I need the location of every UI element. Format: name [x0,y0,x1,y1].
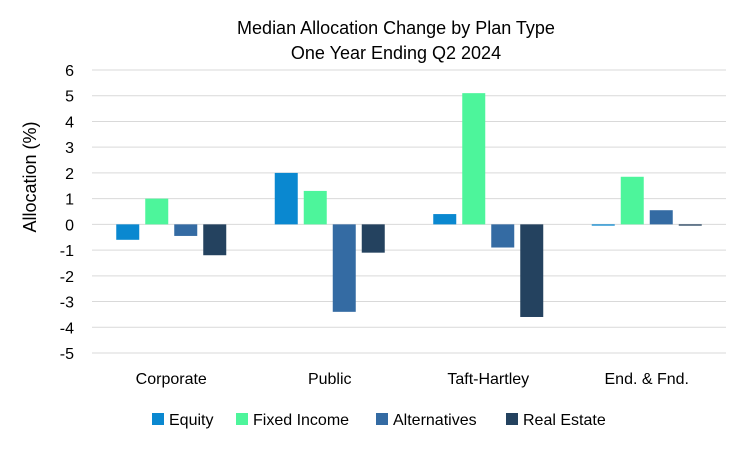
y-tick-label: -2 [60,269,74,286]
x-category-label: Taft-Hartley [447,371,529,388]
bar-equity-corporate [116,224,140,240]
legend-label: Equity [169,412,213,429]
y-tick-label: -4 [60,320,74,337]
y-tick-label: 2 [65,166,74,183]
legend-label: Real Estate [523,412,606,429]
x-category-label: End. & Fnd. [605,371,690,388]
legend-swatch [236,413,248,425]
y-tick-label: 3 [65,140,74,157]
bar-real-estate-end-fnd [678,224,702,226]
y-tick-label: -5 [60,346,74,363]
x-category-label: Corporate [136,371,207,388]
chart-subtitle: One Year Ending Q2 2024 [291,43,501,63]
bar-fixed-income-corporate [145,198,169,225]
bar-equity-public [274,172,298,225]
y-axis-ticks: -5 -4 -3 -2 -1 0 1 2 3 4 5 6 [60,63,74,363]
legend-swatch [506,413,518,425]
legend-label: Fixed Income [253,412,349,429]
legend-swatch [152,413,164,425]
y-axis-label: Allocation (%) [20,121,40,232]
legend-swatch [376,413,388,425]
gridlines [92,69,726,354]
chart-title: Median Allocation Change by Plan Type [237,18,555,38]
y-tick-label: 5 [65,89,74,106]
bar-alternatives-corporate [174,224,198,236]
bar-alternatives-end-fnd [649,210,673,225]
bar-real-estate-corporate [203,224,227,256]
x-category-label: Public [308,371,352,388]
bar-alternatives-taft-hartley [491,224,515,248]
y-tick-label: -3 [60,295,74,312]
bar-fixed-income-taft-hartley [462,93,486,225]
y-tick-label: 6 [65,63,74,80]
bar-real-estate-public [361,224,385,253]
y-tick-label: 1 [65,192,74,209]
y-tick-label: 0 [65,217,74,234]
legend-label: Alternatives [393,412,477,429]
x-axis-categories: Corporate Public Taft-Hartley End. & Fnd. [136,371,689,388]
y-tick-label: -1 [60,243,74,260]
bar-alternatives-public [332,224,356,312]
y-tick-label: 4 [65,114,74,131]
bar-equity-end-fnd [591,224,615,226]
bar-equity-taft-hartley [433,214,457,225]
legend: Equity Fixed Income Alternatives Real Estat… [152,412,606,429]
bars [116,93,702,317]
bar-fixed-income-end-fnd [620,176,644,225]
bar-fixed-income-public [303,190,327,225]
bar-real-estate-taft-hartley [520,224,544,317]
